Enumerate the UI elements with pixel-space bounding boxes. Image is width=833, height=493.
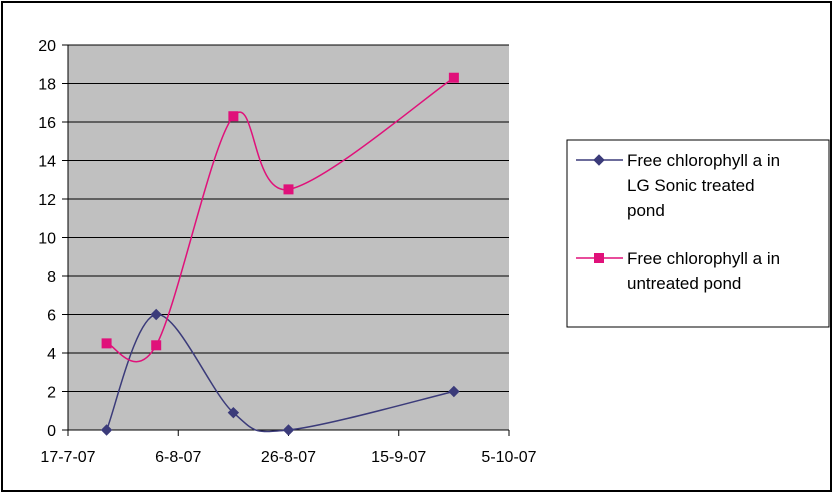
legend-label-1: LG Sonic treated <box>627 176 755 195</box>
y-tick-label: 16 <box>38 115 56 132</box>
data-point-series-1 <box>227 406 240 419</box>
data-point-series-2 <box>448 72 459 83</box>
grid-lines <box>68 44 509 392</box>
legend-label-2: untreated pond <box>627 274 741 293</box>
x-tick-labels: 17-7-07 6-8-07 26-8-07 15-9-07 5-10-07 <box>40 430 537 466</box>
data-point-series-2 <box>283 184 294 195</box>
legend-label-1: Free chlorophyll a in <box>627 151 780 170</box>
y-tick-label: 6 <box>47 308 56 325</box>
legend-label-2: Free chlorophyll a in <box>627 249 780 268</box>
y-tick-label: 0 <box>47 423 56 440</box>
x-tick-label: 15-9-07 <box>371 449 426 466</box>
y-tick-label: 14 <box>38 154 56 171</box>
legend-box <box>566 139 830 328</box>
data-point-series-1 <box>282 424 295 436</box>
y-tick-label: 2 <box>47 385 56 402</box>
x-tick-label: 17-7-07 <box>40 449 95 466</box>
y-tick-label: 20 <box>38 38 56 55</box>
legend: Free chlorophyll a in LG Sonic treated pon… <box>576 151 780 293</box>
y-tick-label: 4 <box>47 346 56 363</box>
data-point-series-2 <box>101 338 112 349</box>
y-tick-labels: 0 2 4 6 8 10 12 14 16 18 20 <box>38 38 68 440</box>
legend-label-1: pond <box>627 201 665 220</box>
x-tick-label: 5-10-07 <box>481 449 536 466</box>
data-point-series-2 <box>228 111 239 122</box>
y-tick-label: 12 <box>38 192 56 209</box>
legend-marker-1 <box>593 154 605 166</box>
data-point-series-1 <box>448 385 460 398</box>
y-tick-label: 10 <box>38 231 56 248</box>
y-tick-label: 18 <box>38 77 56 94</box>
legend-marker-2 <box>594 253 604 263</box>
series-markers <box>100 72 460 436</box>
x-tick-label: 26-8-07 <box>261 449 316 466</box>
y-tick-label: 8 <box>47 269 56 286</box>
data-point-series-2 <box>151 340 162 351</box>
data-point-series-1 <box>100 424 113 436</box>
data-point-series-1 <box>150 308 162 321</box>
x-tick-label: 6-8-07 <box>155 449 201 466</box>
